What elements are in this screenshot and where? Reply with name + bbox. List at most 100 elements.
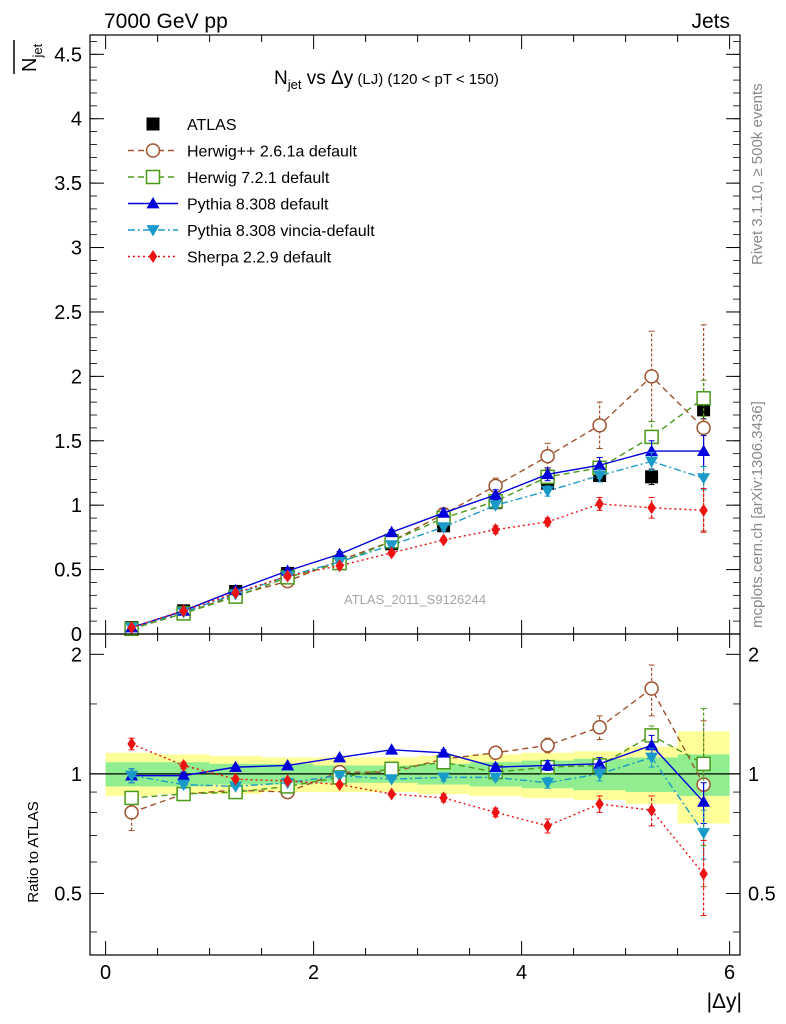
ratio-series-sherpa — [127, 737, 708, 917]
title-lj: (LJ) — [353, 71, 383, 88]
ratio-line-sherpa — [131, 743, 705, 875]
ratio-point-vincia — [697, 828, 711, 840]
series-line-herwigpp — [131, 375, 705, 630]
point-pythia — [489, 488, 503, 500]
point-sherpa — [595, 497, 604, 511]
point-vincia — [697, 473, 711, 485]
ratio-point-pythia — [541, 758, 555, 771]
main-ytick-label: 2 — [71, 366, 82, 388]
legend-label-sherpa: Sherpa 2.2.9 default — [187, 250, 332, 267]
ratio-point-vincia — [437, 772, 451, 784]
ylabel-sub: jet — [30, 43, 45, 58]
point-sherpa — [127, 621, 136, 635]
ratio-point-vincia — [125, 770, 139, 783]
ratio-point-vincia — [177, 779, 191, 792]
ratio-point-pythia — [489, 760, 503, 773]
ratio-point-pythia — [385, 743, 399, 755]
point-herwigpp — [696, 420, 711, 436]
ratio-point-sherpa — [543, 819, 552, 833]
ratio-ytick-label: 1 — [71, 764, 82, 786]
point-herwigpp — [644, 369, 659, 384]
point-pythia — [437, 506, 451, 518]
title-range: (120 < pT < 150) — [383, 71, 499, 88]
legend: ATLAS Herwig++ 2.6.1a default Herwig 7.2.1… — [128, 117, 375, 267]
ratio-point-herwigpp — [644, 681, 659, 696]
title-sub: jet — [287, 77, 302, 92]
rivet-text: Rivet 3.1.10, ≥ 500k events — [749, 83, 766, 265]
ratio-point-herwigpp — [592, 720, 607, 735]
chart-title: Njet vs Δy (LJ) (120 < pT < 150) — [274, 68, 499, 92]
ratio-xtick-label: 0 — [100, 962, 111, 984]
ratio-point-herwigpp — [540, 738, 555, 753]
series-herwigpp — [124, 324, 711, 637]
ratio-ylabel: Ratio to ATLAS — [25, 801, 42, 902]
main-ytick-label: 2.5 — [54, 302, 82, 324]
ratio-line-pythia — [131, 744, 705, 803]
ratio-xlabel: |Δy| — [707, 990, 742, 1013]
ratio-point-sherpa — [647, 803, 656, 817]
watermark: ATLAS_2011_S9126244 — [344, 592, 486, 607]
point-sherpa — [647, 501, 656, 515]
ratio-point-vincia — [645, 752, 659, 764]
ratio-point-pythia — [177, 769, 191, 781]
ratio-ytick-label: 0.5 — [54, 883, 82, 905]
ratio-frame — [89, 633, 741, 956]
point-sherpa — [699, 503, 708, 517]
main-plot: 0 0.5 1 1.5 2 2.5 3 3.5 4 4.5 — [54, 34, 741, 646]
legend-marker-pythia — [146, 197, 160, 209]
series-line-pythia — [131, 450, 704, 629]
ratio-point-sherpa — [439, 791, 448, 805]
main-ytick-label: 4.5 — [54, 44, 82, 66]
point-vincia — [437, 522, 451, 534]
legend-marker-vincia — [146, 225, 160, 237]
ratio-point-herwigpp — [124, 805, 139, 820]
ylabel-n: N — [19, 58, 41, 72]
ratio-point-pythia — [697, 795, 711, 807]
ratio-point-herwig7 — [696, 756, 711, 772]
legend-marker-herwigpp — [145, 143, 161, 158]
ratio-point-herwigpp — [488, 745, 503, 761]
point-herwigpp — [592, 418, 607, 433]
ratio-point-herwig7 — [384, 761, 399, 777]
ratio-point-sherpa — [699, 867, 708, 881]
ratio-ytick-label-right: 0.5 — [748, 883, 776, 905]
ratio-point-pythia — [437, 746, 451, 758]
main-ytick-label: 3.5 — [54, 173, 82, 195]
point-pythia — [593, 458, 607, 471]
ratio-point-vincia — [229, 781, 243, 793]
ratio-ytick-label-right: 2 — [748, 644, 759, 666]
point-herwig7 — [696, 391, 711, 406]
series-line-sherpa — [131, 503, 704, 629]
point-pythia — [697, 444, 711, 456]
ratio-point-pythia — [281, 758, 295, 771]
main-ytick-label: 1 — [71, 495, 82, 517]
point-vincia — [385, 540, 399, 552]
series-line-vincia — [131, 460, 704, 629]
series-line-herwig7 — [131, 397, 705, 630]
title-delta: Δy — [331, 68, 354, 89]
point-pythia — [333, 547, 347, 560]
ratio-line-vincia — [131, 756, 705, 834]
ratio-plot: 0.5 0.5 1 1 2 2 0 2 4 6 — [54, 633, 776, 984]
ratio-xtick-label: 6 — [724, 962, 735, 984]
legend-marker-herwig7 — [145, 169, 161, 185]
main-ytick-label: 1.5 — [54, 431, 82, 453]
point-sherpa — [283, 569, 292, 583]
ratio-point-pythia — [229, 760, 243, 773]
legend-label-herwig7: Herwig 7.2.1 default — [187, 170, 330, 187]
ratio-line-herwigpp — [131, 687, 705, 814]
ratio-point-vincia — [541, 777, 555, 790]
legend-label-vincia: Pythia 8.308 vincia-default — [187, 223, 375, 240]
ylabel-main: Njet — [19, 43, 45, 72]
ratio-point-sherpa — [335, 778, 344, 792]
ratio-point-sherpa — [231, 772, 240, 786]
ratio-point-sherpa — [595, 797, 604, 811]
ratio-point-vincia — [333, 770, 347, 783]
point-sherpa — [491, 523, 500, 537]
point-atlas — [645, 470, 659, 484]
ratio-point-pythia — [645, 738, 659, 751]
ratio-point-pythia — [333, 750, 347, 763]
main-ytick-label: 0 — [71, 624, 82, 646]
ratio-point-vincia — [489, 772, 503, 784]
